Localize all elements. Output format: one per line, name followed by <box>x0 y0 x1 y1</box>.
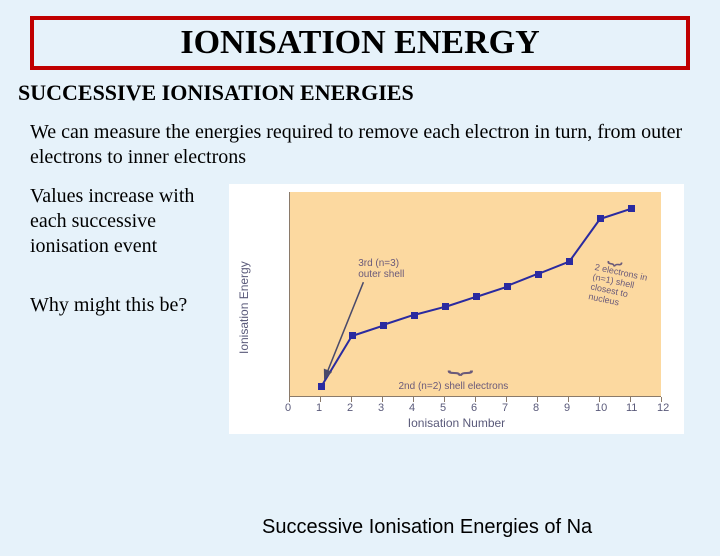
chart-data-point <box>380 322 387 329</box>
left-p2: Why might this be? <box>30 293 217 318</box>
chart-data-point <box>628 205 635 212</box>
left-p1: Values increase with each successive ion… <box>30 184 217 259</box>
chart-x-tick-label: 0 <box>285 402 291 414</box>
ionisation-chart: 3rd (n=3) outer shell ⏟ 2nd (n=2) shell el… <box>229 184 684 434</box>
chart-data-point <box>504 283 511 290</box>
chart-x-tick-label: 7 <box>502 402 508 414</box>
chart-x-tick-label: 12 <box>657 402 669 414</box>
left-column: Values increase with each successive ion… <box>0 184 225 434</box>
chart-ann-middle-shell: 2nd (n=2) shell electrons <box>399 381 509 392</box>
chart-x-tick-label: 3 <box>378 402 384 414</box>
chart-x-tick-label: 10 <box>595 402 607 414</box>
chart-data-point <box>411 312 418 319</box>
chart-brace-middle: ⏟ <box>346 356 575 366</box>
page-title: IONISATION ENERGY <box>34 24 686 62</box>
chart-ann-outer-shell: 3rd (n=3) outer shell <box>358 258 404 280</box>
intro-text: We can measure the energies required to … <box>30 120 698 170</box>
chart-plot-area: 3rd (n=3) outer shell ⏟ 2nd (n=2) shell el… <box>289 192 661 397</box>
chart-data-point <box>473 293 480 300</box>
chart-xlabel: Ionisation Number <box>229 416 684 430</box>
chart-data-point <box>349 332 356 339</box>
chart-x-tick-label: 1 <box>316 402 322 414</box>
content-row: Values increase with each successive ion… <box>0 184 720 434</box>
chart-x-tick-label: 11 <box>626 402 637 414</box>
chart-ylabel: Ionisation Energy <box>237 261 251 354</box>
chart-x-tick-label: 8 <box>533 402 539 414</box>
chart-x-tick-label: 6 <box>471 402 477 414</box>
chart-data-point <box>535 271 542 278</box>
chart-x-tick-label: 2 <box>347 402 353 414</box>
chart-data-point <box>566 258 573 265</box>
title-box: IONISATION ENERGY <box>30 16 690 70</box>
chart-x-tick-label: 4 <box>409 402 415 414</box>
chart-data-point <box>442 303 449 310</box>
chart-caption: Successive Ionisation Energies of Na <box>262 516 592 539</box>
chart-data-point <box>318 383 325 390</box>
chart-brace-inner: ⏟ <box>592 248 642 262</box>
chart-x-tick-label: 5 <box>440 402 446 414</box>
chart-x-tick-label: 9 <box>564 402 570 414</box>
chart-ann-inner-shell: 2 electrons in (n=1) shell closest to nu… <box>587 263 648 313</box>
chart-data-point <box>597 215 604 222</box>
subtitle: SUCCESSIVE IONISATION ENERGIES <box>18 80 720 106</box>
